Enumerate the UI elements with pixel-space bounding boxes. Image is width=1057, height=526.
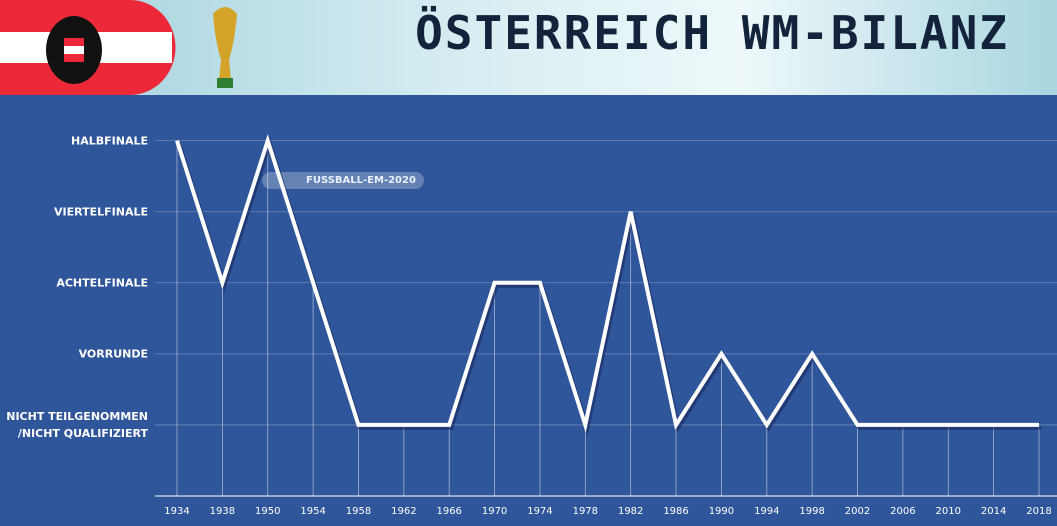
x-tick-label: 1978 <box>573 506 598 517</box>
header: ÖSTERREICH WM-BILANZ <box>0 0 1057 95</box>
line-shadow <box>177 137 1041 436</box>
x-tick-label: 1994 <box>754 506 779 517</box>
x-tick-label: 1970 <box>482 506 507 517</box>
x-tick-label: 2010 <box>936 506 961 517</box>
y-tick-label: HALBFINALE <box>71 134 148 148</box>
x-tick-label: 1990 <box>709 506 734 517</box>
x-tick-label: 1962 <box>391 506 416 517</box>
y-tick-label: ACHTELFINALE <box>56 276 148 290</box>
x-tick-label: 1998 <box>799 506 824 517</box>
x-tick-label: 2014 <box>981 506 1006 517</box>
x-tick-label: 2002 <box>845 506 870 517</box>
x-tick-label: 1958 <box>346 506 371 517</box>
x-tick-label: 1934 <box>164 506 189 517</box>
x-tick-label: 1986 <box>663 506 688 517</box>
flag <box>0 0 176 95</box>
chart-title: ÖSTERREICH WM-BILANZ <box>415 6 1009 60</box>
watermark: FUSSBALL-EM-2020 <box>262 172 424 189</box>
trophy <box>213 7 237 88</box>
x-tick-label: 1954 <box>300 506 325 517</box>
y-tick-label: VORRUNDE <box>78 347 148 361</box>
line <box>175 134 1039 433</box>
x-tick-label: 1974 <box>527 506 552 517</box>
x-tick-label: 2018 <box>1026 506 1051 517</box>
y-tick-label: VIERTELFINALE <box>54 205 148 219</box>
x-tick-label: 1982 <box>618 506 643 517</box>
x-tick-label: 1966 <box>436 506 461 517</box>
x-tick-label: 2006 <box>890 506 915 517</box>
x-tick-label: 1938 <box>210 506 235 517</box>
y-tick-label: NICHT TEILGENOMMEN /NICHT QUALIFIZIERT <box>6 409 148 440</box>
x-tick-label: 1950 <box>255 506 280 517</box>
